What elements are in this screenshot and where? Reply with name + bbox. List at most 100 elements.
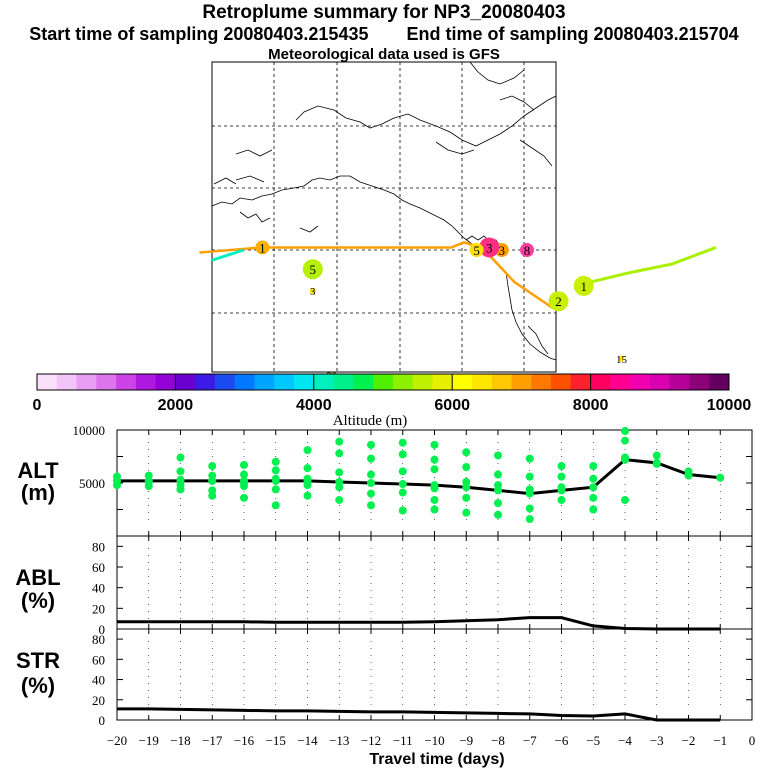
trajectory-marker-label: 5 [310, 262, 317, 277]
spread-point [367, 489, 375, 498]
colorbar-cells [37, 374, 730, 390]
spread-point [335, 437, 344, 446]
trajectory-line-green [574, 246, 717, 288]
colorbar-tick-label: 10000 [707, 397, 752, 414]
spread-point [589, 474, 598, 483]
spread-point [398, 467, 407, 476]
spread-point [240, 493, 248, 502]
trajectory-marker-label: 3 [499, 243, 506, 258]
day-marker-label: 3 [310, 286, 316, 298]
x-tick-label: −17 [202, 733, 223, 748]
colorbar-tick-label: 6000 [434, 397, 470, 414]
x-tick-label: −2 [682, 733, 696, 748]
colorbar-cell [689, 374, 710, 390]
x-axis-ticks: −20 −19 −18 −17 −16 −15 −14 −13 −12 −11 −10 −9 −8 −7−… [107, 733, 755, 748]
x-tick-label: −19 [139, 733, 159, 748]
spread-point [335, 449, 344, 458]
map-grid-lines [212, 62, 556, 372]
y-tick-label: 10000 [73, 423, 106, 438]
alt-panel: ALT (m) 5000 10000 [17, 423, 753, 537]
spread-point [557, 472, 566, 481]
x-tick-label: −11 [393, 733, 413, 748]
spread-point [113, 481, 121, 490]
spread-point [303, 446, 312, 455]
x-tick-label: 0 [749, 733, 756, 748]
y-tick-label: 80 [92, 632, 105, 647]
x-tick-label: −8 [491, 733, 505, 748]
spread-point [303, 474, 312, 483]
spread-point [430, 465, 439, 474]
y-tick-label: 60 [92, 560, 105, 575]
y-tick-label: 5000 [79, 476, 105, 491]
x-tick-label: −18 [170, 733, 190, 748]
colorbar-tick-label: 0 [33, 397, 42, 414]
trajectory-marker [302, 259, 323, 280]
y-tick-label: 60 [92, 652, 105, 667]
spread-point [398, 506, 407, 515]
colorbar-cell [471, 374, 493, 390]
spread-point [525, 454, 534, 463]
colorbar-cell [175, 374, 196, 390]
str-panel-label-line2: (%) [21, 673, 55, 698]
spread-point [621, 495, 629, 504]
spread-point [621, 436, 629, 445]
spread-point [208, 462, 217, 471]
spread-point [494, 470, 502, 479]
spread-point [557, 495, 566, 504]
spread-point [716, 473, 725, 482]
spread-point [525, 485, 534, 494]
spread-point [398, 438, 407, 447]
colorbar-cell [491, 374, 513, 390]
colorbar-cell [214, 374, 236, 390]
spread-point [557, 483, 566, 492]
met-data-label: Meteorological data used is GFS [268, 46, 500, 63]
end-time-label: End time of sampling 20080403.215704 [406, 24, 739, 44]
coastlines [211, 61, 557, 361]
trajectory-marker [548, 291, 569, 312]
mean-point [367, 479, 375, 487]
spread-point [652, 459, 661, 468]
spread-point [557, 462, 566, 471]
spread-point [494, 451, 502, 460]
colorbar-cell [353, 374, 374, 390]
mean-point [398, 480, 407, 489]
mean-point [589, 483, 598, 492]
spread-point [621, 427, 629, 436]
series-line [117, 707, 721, 722]
day-marker-dot [618, 355, 625, 362]
spread-point [271, 457, 280, 466]
colorbar-cell [590, 374, 611, 390]
colorbar-cell [116, 374, 137, 390]
x-tick-label: −5 [586, 733, 600, 748]
spread-point [494, 481, 502, 490]
x-tick-label: −6 [555, 733, 569, 748]
colorbar-cell [452, 374, 473, 390]
colorbar-cell [669, 374, 690, 390]
spread-point [621, 453, 629, 462]
spread-point [462, 508, 471, 517]
spread-point [525, 515, 534, 524]
trajectory-marker-label: 1 [259, 240, 266, 255]
colorbar-cell [313, 374, 335, 390]
x-tick-label: −7 [523, 733, 537, 748]
spread-point [303, 491, 312, 500]
abl-panel-label-line1: ABL [15, 565, 60, 590]
day-marker-label: 15 [616, 354, 628, 366]
map-frame [211, 61, 557, 373]
spread-point [430, 505, 439, 514]
y-tick-label: 40 [92, 581, 105, 596]
colorbar-cell [412, 374, 433, 390]
colorbar-cell [135, 374, 157, 390]
spread-point [240, 460, 248, 469]
spread-point [271, 485, 280, 494]
trajectory-marker-label: 3 [486, 240, 493, 255]
spread-point [462, 448, 471, 457]
spread-point [176, 481, 185, 490]
spread-point [398, 488, 407, 497]
spread-point [303, 481, 312, 490]
spread-point [335, 483, 344, 492]
spread-point [430, 484, 439, 493]
alt-panel-content: 5000 10000 [73, 423, 753, 536]
